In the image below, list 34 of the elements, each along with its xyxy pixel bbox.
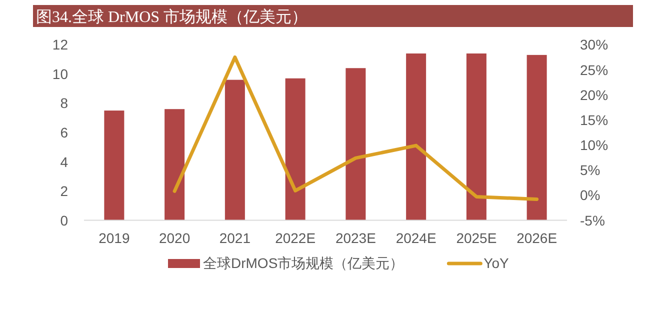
x-tick-label: 2022E bbox=[275, 230, 316, 246]
x-tick-label: 2021 bbox=[219, 230, 251, 246]
bar bbox=[104, 110, 124, 220]
bar bbox=[285, 78, 306, 220]
x-tick-label: 2024E bbox=[396, 230, 436, 246]
y2-tick-label: 5% bbox=[580, 162, 600, 178]
y-tick-label: 0 bbox=[60, 212, 68, 228]
legend-label: YoY bbox=[484, 255, 510, 271]
y2-tick-label: -5% bbox=[580, 212, 605, 228]
y2-tick-label: 10% bbox=[580, 137, 608, 154]
x-tick-label: 2019 bbox=[98, 230, 130, 246]
y2-tick-label: 0% bbox=[580, 187, 600, 204]
chart-title: 图34.全球 DrMOS 市场规模（亿美元） bbox=[36, 8, 308, 26]
bar bbox=[164, 109, 185, 220]
y2-tick-label: 25% bbox=[580, 62, 608, 78]
x-tick-label: 2020 bbox=[158, 230, 190, 246]
y2-tick-label: 20% bbox=[580, 86, 608, 103]
y-tick-label: 4 bbox=[60, 154, 68, 170]
y-tick-label: 10 bbox=[52, 66, 68, 82]
bar bbox=[466, 53, 486, 220]
y-tick-label: 8 bbox=[60, 95, 68, 112]
x-tick-label: 2025E bbox=[456, 230, 497, 246]
y2-tick-label: 30% bbox=[580, 36, 608, 53]
bar bbox=[406, 53, 426, 220]
y-tick-label: 12 bbox=[52, 36, 68, 53]
bar bbox=[526, 54, 547, 220]
y-tick-label: 2 bbox=[60, 183, 68, 200]
y-tick-label: 6 bbox=[60, 124, 68, 140]
legend-label: 全球DrMOS市场规模（亿美元） bbox=[203, 255, 404, 271]
x-tick-label: 2026E bbox=[516, 230, 558, 246]
bar bbox=[346, 68, 366, 220]
bar bbox=[224, 80, 245, 220]
x-tick-label: 2023E bbox=[335, 230, 376, 246]
y2-tick-label: 15% bbox=[580, 112, 608, 128]
